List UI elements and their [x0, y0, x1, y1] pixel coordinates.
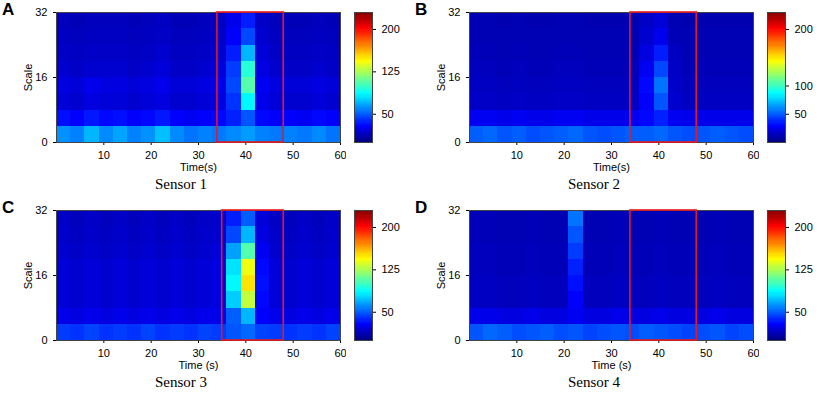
svg-text:50: 50: [382, 108, 394, 120]
svg-text:20: 20: [558, 347, 570, 359]
svg-text:50: 50: [700, 149, 712, 161]
svg-text:100: 100: [795, 79, 813, 91]
svg-text:0: 0: [454, 136, 460, 148]
svg-text:30: 30: [605, 347, 617, 359]
svg-text:125: 125: [382, 263, 400, 275]
svg-text:Time (s): Time (s): [592, 359, 632, 371]
html-text:Sensor 4: Sensor 4: [568, 374, 620, 390]
svg-text:10: 10: [98, 149, 110, 161]
html-text:Sensor 2: Sensor 2: [568, 176, 620, 192]
svg-text:16: 16: [35, 71, 47, 83]
svg-text:0: 0: [41, 334, 47, 346]
svg-text:10: 10: [98, 347, 110, 359]
svg-text:16: 16: [35, 269, 47, 281]
svg-text:Time (s): Time (s): [179, 359, 219, 371]
svg-text:10: 10: [511, 149, 523, 161]
html-text:A: A: [2, 0, 15, 19]
svg-text:40: 40: [240, 149, 252, 161]
svg-text:Time(s): Time(s): [593, 161, 630, 173]
svg-text:30: 30: [605, 149, 617, 161]
svg-text:200: 200: [795, 23, 813, 35]
svg-text:32: 32: [35, 204, 47, 216]
svg-text:60: 60: [747, 347, 759, 359]
svg-text:0: 0: [41, 136, 47, 148]
html-text:B: B: [415, 0, 428, 19]
svg-text:40: 40: [653, 149, 665, 161]
svg-text:50: 50: [382, 306, 394, 318]
svg-text:Scale: Scale: [22, 262, 34, 290]
svg-text:16: 16: [448, 269, 460, 281]
svg-text:50: 50: [287, 347, 299, 359]
html-text:D: D: [415, 198, 428, 217]
svg-text:Scale: Scale: [435, 262, 447, 290]
svg-text:200: 200: [382, 23, 400, 35]
svg-text:20: 20: [558, 149, 570, 161]
svg-text:60: 60: [334, 347, 346, 359]
svg-text:50: 50: [795, 108, 807, 120]
svg-text:Scale: Scale: [435, 64, 447, 92]
svg-text:Time(s): Time(s): [180, 161, 217, 173]
svg-text:50: 50: [700, 347, 712, 359]
svg-text:200: 200: [795, 221, 813, 233]
svg-text:10: 10: [511, 347, 523, 359]
svg-text:32: 32: [448, 204, 460, 216]
html-text:Sensor 1: Sensor 1: [155, 176, 207, 192]
svg-text:20: 20: [145, 347, 157, 359]
svg-text:0: 0: [454, 334, 460, 346]
svg-text:60: 60: [747, 149, 759, 161]
svg-text:200: 200: [382, 221, 400, 233]
svg-text:50: 50: [795, 306, 807, 318]
svg-text:32: 32: [35, 6, 47, 18]
svg-text:32: 32: [448, 6, 460, 18]
svg-text:30: 30: [192, 347, 204, 359]
svg-text:Scale: Scale: [22, 64, 34, 92]
svg-text:20: 20: [145, 149, 157, 161]
svg-text:60: 60: [334, 149, 346, 161]
svg-text:16: 16: [448, 71, 460, 83]
html-text:Sensor 3: Sensor 3: [155, 374, 207, 390]
svg-text:125: 125: [795, 263, 813, 275]
svg-text:40: 40: [240, 347, 252, 359]
svg-text:30: 30: [192, 149, 204, 161]
svg-text:40: 40: [653, 347, 665, 359]
html-text:C: C: [2, 198, 15, 217]
svg-text:50: 50: [287, 149, 299, 161]
svg-text:125: 125: [382, 65, 400, 77]
